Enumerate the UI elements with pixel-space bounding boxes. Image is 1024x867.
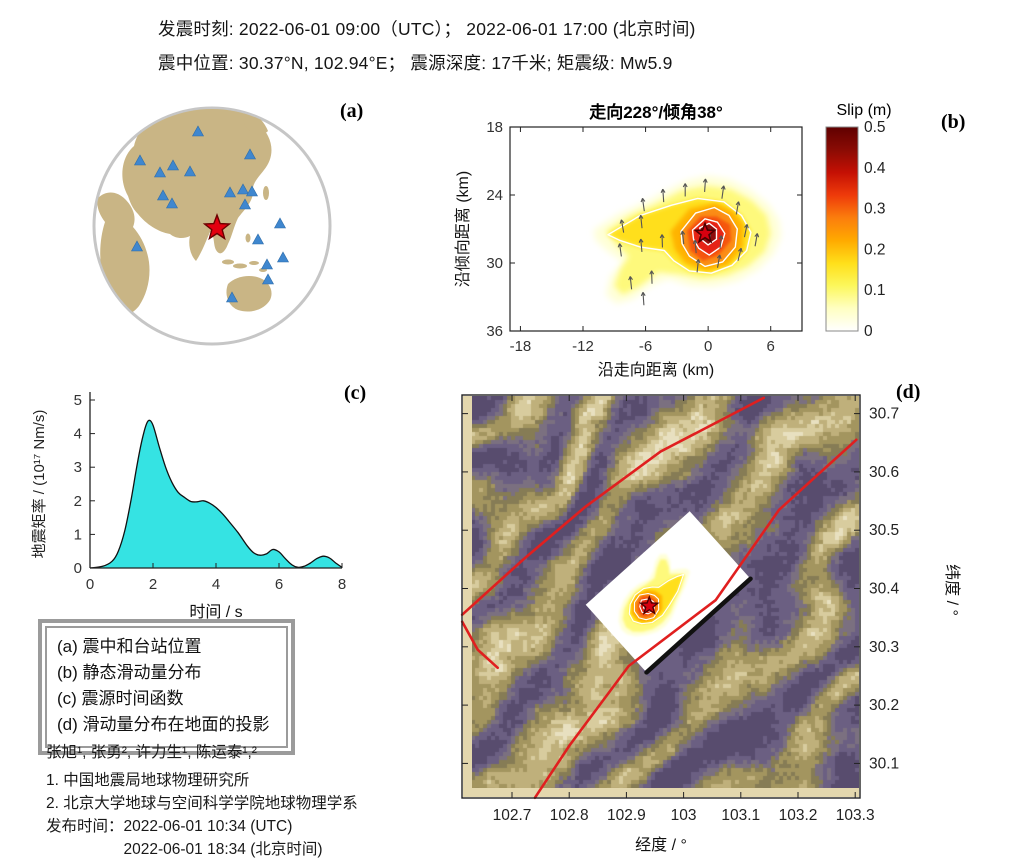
svg-text:4: 4 — [74, 426, 82, 443]
svg-text:103: 103 — [671, 807, 697, 824]
epicenter-star — [202, 212, 232, 241]
slip-chart-frame — [509, 126, 803, 332]
svg-text:0.1: 0.1 — [864, 282, 886, 299]
svg-text:2: 2 — [74, 493, 82, 510]
svg-text:0: 0 — [86, 576, 94, 593]
slip-distribution-chart: -18 -12 -6 0 6 18 24 30 36 0 0.1 0.2 0.3 0.4 0.5 走向228… — [454, 102, 892, 379]
panel-b-label: (b) — [941, 111, 966, 133]
svg-text:103.1: 103.1 — [721, 807, 760, 824]
svg-text:30.1: 30.1 — [869, 755, 899, 772]
release-time-label: 发布时间： — [46, 818, 124, 835]
slip-chart-ylabel: 沿倾向距离 (km) — [454, 171, 472, 287]
legend-item-d: (d) 滑动量分布在地面的投影 — [57, 715, 270, 734]
rake-arrows — [617, 178, 760, 306]
svg-text:-12: -12 — [572, 338, 594, 355]
figure-legend-box: (a) 震中和台站位置 (b) 静态滑动量分布 (c) 震源时间函数 (d) 滑… — [38, 619, 295, 755]
legend-item-a: (a) 震中和台站位置 — [57, 637, 202, 656]
svg-text:8: 8 — [338, 576, 346, 593]
svg-text:0.5: 0.5 — [864, 119, 886, 136]
surface-rupture-trace — [644, 576, 753, 675]
svg-text:6: 6 — [275, 576, 283, 593]
svg-text:2: 2 — [149, 576, 157, 593]
svg-text:0.2: 0.2 — [864, 241, 886, 258]
svg-text:30.2: 30.2 — [869, 697, 899, 714]
svg-text:5: 5 — [74, 392, 82, 409]
credits-block: 张旭¹, 张勇², 许力生¹, 陈运泰¹,² 1. 中国地震局地球物理研究所 2… — [46, 741, 358, 861]
stf-ylabel: 地震矩率 / (10¹⁷ Nm/s) — [31, 410, 48, 559]
svg-text:24: 24 — [486, 187, 503, 204]
header-epicenter-info: 震中位置: 30.37°N, 102.94°E； 震源深度: 17千米; 矩震级… — [158, 53, 673, 73]
svg-text:3: 3 — [74, 459, 82, 476]
svg-text:102.7: 102.7 — [493, 807, 532, 824]
svg-text:30: 30 — [486, 255, 503, 272]
panel-a-label: (a) — [340, 100, 364, 122]
map-frame — [461, 394, 861, 799]
svg-text:36: 36 — [486, 323, 503, 340]
panel-d-label: (d) — [896, 381, 921, 403]
svg-text:103.3: 103.3 — [836, 807, 875, 824]
globe-station-map — [92, 106, 332, 346]
map-ylabel: 纬度 / ° — [943, 564, 961, 616]
svg-text:18: 18 — [486, 119, 503, 136]
svg-text:0: 0 — [704, 338, 712, 355]
svg-text:30.3: 30.3 — [869, 639, 899, 656]
moment-rate-area — [90, 420, 342, 568]
svg-text:0.3: 0.3 — [864, 201, 886, 218]
svg-text:30.6: 30.6 — [869, 464, 899, 481]
affiliation-1: 1. 中国地震局地球物理研究所 — [46, 772, 250, 789]
globe-landmasses — [97, 109, 272, 315]
svg-text:-6: -6 — [639, 338, 652, 355]
epicenter-star-map — [638, 594, 660, 615]
map-edge-strip-left — [463, 396, 472, 797]
map-edge-strip-bottom — [463, 788, 859, 797]
legend-item-c: (c) 震源时间函数 — [57, 689, 184, 708]
header-origin-time: 发震时刻: 2022-06-01 09:00（UTC）； 2022-06-01 … — [158, 19, 696, 39]
svg-text:30.7: 30.7 — [869, 406, 899, 423]
slip-chart-title: 走向228°/倾角38° — [589, 102, 723, 122]
svg-text:6: 6 — [767, 338, 775, 355]
svg-text:30.5: 30.5 — [869, 522, 899, 539]
slip-chart-xlabel: 沿走向距离 (km) — [598, 361, 714, 379]
svg-text:0: 0 — [74, 560, 82, 577]
svg-text:30.4: 30.4 — [869, 581, 900, 598]
legend-item-b: (b) 静态滑动量分布 — [57, 663, 202, 682]
svg-text:-18: -18 — [510, 338, 532, 355]
hypocenter-star — [693, 221, 717, 244]
colorbar-title: Slip (m) — [836, 102, 891, 119]
source-time-function-chart: 0 2 4 6 8 0 1 2 3 4 5 时间 / s 地震矩率 / (10¹⁷ Nm/s) — [31, 392, 346, 621]
fault-trace-lines — [460, 396, 858, 800]
slip-surface-projection-map: 102.7 102.8 102.9 103 103.1 103.2 103.3 30.7 30.… — [460, 394, 961, 854]
release-time-beijing: 2022-06-01 18:34 (北京时间) — [123, 841, 323, 858]
stf-xlabel: 时间 / s — [189, 603, 242, 621]
svg-text:0.4: 0.4 — [864, 160, 886, 177]
authors-line: 张旭¹, 张勇², 许力生¹, 陈运泰¹,² — [46, 744, 257, 761]
svg-text:4: 4 — [212, 576, 220, 593]
map-xlabel: 经度 / ° — [635, 836, 687, 854]
svg-text:102.9: 102.9 — [607, 807, 646, 824]
moment-rate-curve — [89, 419, 343, 569]
svg-text:1: 1 — [74, 526, 82, 543]
release-time-utc: 2022-06-01 10:34 (UTC) — [123, 818, 293, 835]
svg-text:102.8: 102.8 — [550, 807, 589, 824]
svg-text:103.2: 103.2 — [779, 807, 818, 824]
panel-c-label: (c) — [344, 382, 367, 404]
station-markers — [130, 125, 290, 303]
svg-text:0: 0 — [864, 323, 873, 340]
colorbar — [825, 126, 859, 332]
affiliation-2: 2. 北京大学地球与空间科学学院地球物理学系 — [46, 795, 358, 812]
